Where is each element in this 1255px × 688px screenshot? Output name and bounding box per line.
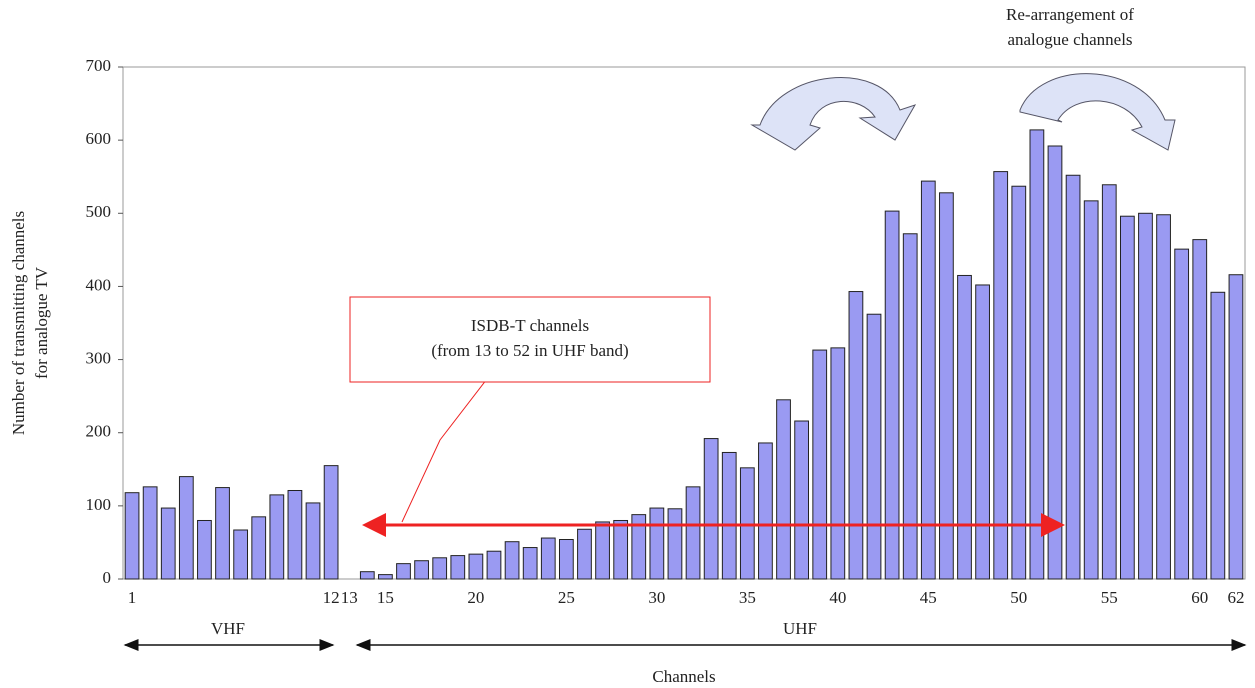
bar	[142, 486, 158, 580]
plot-frame	[122, 66, 1246, 580]
y-axis-label: Number of transmitting channels	[9, 211, 28, 435]
callout-leader	[401, 374, 491, 523]
bar	[178, 476, 194, 580]
bar	[703, 438, 719, 580]
x-tick-label: 62	[1227, 588, 1244, 607]
bar	[522, 547, 538, 580]
bar	[649, 507, 665, 580]
x-tick-label: 1	[128, 588, 137, 607]
y-tick-label: 200	[86, 422, 112, 441]
x-tick-label: 30	[648, 588, 665, 607]
y-tick-label: 0	[103, 568, 112, 587]
bar	[721, 451, 737, 580]
callout-box	[349, 296, 711, 383]
y-tick-label: 700	[86, 56, 112, 75]
x-tick-label: 60	[1191, 588, 1208, 607]
bar	[1156, 214, 1171, 580]
bar	[215, 487, 230, 580]
bar	[1101, 184, 1117, 580]
x-tick-label: 50	[1010, 588, 1027, 607]
x-axis-label: Channels	[652, 667, 715, 686]
bar	[468, 553, 484, 580]
bar	[577, 528, 592, 580]
bar	[1228, 274, 1244, 580]
bar	[1011, 185, 1027, 580]
bar	[269, 494, 285, 580]
y-tick-label: 100	[86, 495, 112, 514]
bar	[124, 492, 140, 580]
bar	[486, 550, 502, 580]
bar	[1174, 248, 1190, 580]
bar	[1047, 145, 1063, 580]
annotation: analogue channels	[1007, 30, 1132, 49]
band-label: UHF	[783, 619, 817, 638]
bar	[739, 467, 755, 580]
bar	[504, 541, 520, 580]
bar	[595, 521, 610, 580]
bar	[287, 489, 303, 580]
y-tick-label: 500	[86, 202, 112, 221]
bar	[812, 349, 828, 580]
bar	[305, 502, 321, 580]
bar	[776, 399, 791, 580]
bar	[251, 516, 267, 580]
annotation: Re-arrangement of	[1006, 5, 1134, 24]
x-tick-label: 40	[829, 588, 846, 607]
x-tick-label: 12	[323, 588, 340, 607]
bar	[902, 233, 918, 580]
bar	[450, 555, 466, 580]
bar	[1065, 174, 1081, 580]
bar	[758, 442, 773, 580]
bar	[993, 171, 1009, 580]
bar	[359, 571, 375, 580]
callout-text: ISDB-T channels	[471, 316, 589, 335]
y-tick-label: 400	[86, 275, 112, 294]
callout-text: (from 13 to 52 in UHF band)	[431, 341, 628, 360]
bar	[830, 347, 846, 580]
bar	[323, 465, 339, 580]
bar	[1119, 215, 1135, 580]
bar	[939, 192, 954, 580]
x-tick-label: 55	[1101, 588, 1118, 607]
bar	[378, 574, 393, 580]
bar	[794, 420, 810, 580]
bar	[197, 519, 212, 580]
bar	[667, 508, 683, 580]
bar	[957, 274, 972, 580]
x-tick-label: 45	[920, 588, 937, 607]
bar	[1029, 129, 1045, 580]
bar	[613, 519, 629, 580]
bar	[920, 180, 936, 580]
curved-arrow	[750, 77, 917, 151]
x-tick-label: 13	[341, 588, 358, 607]
bar	[685, 486, 701, 580]
bar	[1138, 212, 1153, 580]
x-tick-label: 25	[558, 588, 575, 607]
y-tick-label: 300	[86, 348, 112, 367]
bar	[848, 291, 864, 580]
y-tick-label: 600	[86, 129, 112, 148]
bar	[1210, 291, 1226, 580]
y-axis-label: for analogue TV	[32, 266, 51, 379]
bar	[396, 563, 411, 580]
bar	[1083, 200, 1099, 580]
bar	[160, 507, 176, 580]
bar	[558, 539, 574, 580]
x-tick-label: 15	[377, 588, 394, 607]
bar	[1192, 239, 1208, 580]
bar	[414, 560, 429, 580]
bar	[884, 210, 900, 580]
band-label: VHF	[211, 619, 245, 638]
bar	[233, 529, 249, 580]
x-tick-label: 35	[739, 588, 756, 607]
bar	[432, 557, 448, 580]
x-tick-label: 20	[467, 588, 484, 607]
bar	[975, 284, 990, 580]
bar	[866, 313, 882, 580]
curved-arrow	[1019, 73, 1176, 151]
bar	[540, 537, 556, 580]
